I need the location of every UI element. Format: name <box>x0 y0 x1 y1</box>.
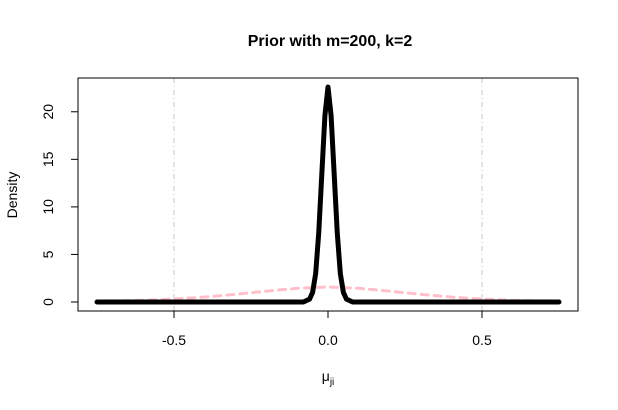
x-axis-label-subscript: ji <box>329 377 334 388</box>
y-tick-label-3: 10 <box>40 199 56 215</box>
reference-lines <box>173 78 483 311</box>
x-axis: -0.5 0.0 0.5 <box>162 310 492 348</box>
x-axis-label-main: μ <box>322 368 330 384</box>
x-tick-label-2: 0.0 <box>318 332 338 348</box>
series-layer <box>94 84 562 305</box>
x-tick-label-1: -0.5 <box>162 332 186 348</box>
y-tick-label-1: 0 <box>40 298 56 306</box>
x-tick-label-3: 0.5 <box>472 332 492 348</box>
chart-title: Prior with m=200, k=2 <box>248 33 413 50</box>
y-tick-label-2: 5 <box>40 250 56 258</box>
x-axis-label: μji <box>322 368 335 388</box>
y-tick-label-4: 15 <box>40 151 56 167</box>
series-line-dashed <box>95 285 561 303</box>
series-line-solid <box>94 84 562 305</box>
y-tick-label-5: 20 <box>40 104 56 120</box>
y-axis: 0 5 10 15 20 <box>40 104 79 306</box>
y-axis-label: Density <box>4 172 20 219</box>
plot-frame <box>77 77 579 312</box>
